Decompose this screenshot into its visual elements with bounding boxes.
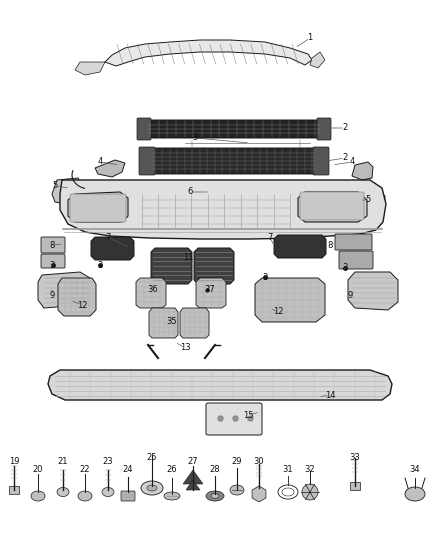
Ellipse shape bbox=[302, 484, 318, 500]
Text: 3: 3 bbox=[192, 133, 198, 142]
Text: 3: 3 bbox=[262, 272, 268, 281]
Polygon shape bbox=[255, 278, 325, 322]
Polygon shape bbox=[75, 62, 105, 75]
Text: 2: 2 bbox=[343, 124, 348, 133]
FancyBboxPatch shape bbox=[300, 192, 364, 220]
FancyBboxPatch shape bbox=[317, 118, 331, 140]
Text: 6: 6 bbox=[187, 188, 193, 197]
Text: 26: 26 bbox=[167, 465, 177, 474]
Text: 3: 3 bbox=[97, 261, 102, 270]
FancyBboxPatch shape bbox=[41, 254, 65, 268]
Polygon shape bbox=[91, 237, 134, 260]
Polygon shape bbox=[352, 162, 373, 180]
Text: 12: 12 bbox=[273, 308, 283, 317]
Polygon shape bbox=[60, 180, 386, 239]
Polygon shape bbox=[38, 272, 92, 308]
Text: 22: 22 bbox=[80, 465, 90, 474]
FancyBboxPatch shape bbox=[121, 491, 135, 501]
FancyBboxPatch shape bbox=[41, 237, 65, 253]
Ellipse shape bbox=[102, 488, 114, 497]
Polygon shape bbox=[144, 120, 325, 138]
Text: 21: 21 bbox=[58, 457, 68, 466]
Text: 23: 23 bbox=[102, 457, 113, 466]
Text: 15: 15 bbox=[243, 410, 253, 419]
Text: 31: 31 bbox=[283, 465, 293, 474]
Polygon shape bbox=[58, 278, 96, 316]
Text: 13: 13 bbox=[180, 343, 191, 352]
Polygon shape bbox=[183, 470, 203, 484]
Text: 8: 8 bbox=[49, 240, 55, 249]
Polygon shape bbox=[196, 278, 226, 308]
Text: 32: 32 bbox=[305, 465, 315, 474]
Polygon shape bbox=[348, 272, 398, 310]
Text: 28: 28 bbox=[210, 465, 220, 474]
Polygon shape bbox=[95, 160, 125, 177]
Polygon shape bbox=[148, 148, 320, 174]
Polygon shape bbox=[68, 192, 128, 222]
Ellipse shape bbox=[141, 481, 163, 495]
Text: 7: 7 bbox=[267, 232, 273, 241]
FancyBboxPatch shape bbox=[335, 234, 372, 250]
Text: 19: 19 bbox=[9, 457, 19, 466]
Text: 8: 8 bbox=[327, 240, 333, 249]
Polygon shape bbox=[356, 190, 385, 215]
Text: 3: 3 bbox=[343, 263, 348, 272]
Polygon shape bbox=[52, 178, 82, 205]
Text: 9: 9 bbox=[49, 290, 55, 300]
Text: 37: 37 bbox=[205, 286, 215, 295]
Text: 30: 30 bbox=[254, 457, 264, 466]
FancyBboxPatch shape bbox=[70, 194, 126, 222]
Ellipse shape bbox=[405, 487, 425, 501]
Polygon shape bbox=[310, 52, 325, 68]
Text: 34: 34 bbox=[410, 465, 420, 474]
FancyBboxPatch shape bbox=[339, 251, 373, 269]
Polygon shape bbox=[274, 235, 326, 258]
FancyBboxPatch shape bbox=[350, 482, 360, 490]
Polygon shape bbox=[298, 192, 367, 222]
Text: 11: 11 bbox=[183, 254, 193, 262]
Text: 27: 27 bbox=[188, 457, 198, 466]
FancyBboxPatch shape bbox=[9, 486, 19, 494]
Ellipse shape bbox=[57, 488, 69, 497]
Polygon shape bbox=[194, 248, 234, 284]
Text: 36: 36 bbox=[148, 286, 159, 295]
Polygon shape bbox=[149, 308, 178, 338]
Text: 5: 5 bbox=[53, 182, 58, 190]
Text: 4: 4 bbox=[350, 157, 355, 166]
Ellipse shape bbox=[206, 491, 224, 501]
Ellipse shape bbox=[147, 485, 157, 491]
Polygon shape bbox=[136, 278, 166, 308]
Text: 4: 4 bbox=[97, 157, 102, 166]
Polygon shape bbox=[186, 480, 200, 490]
Ellipse shape bbox=[164, 492, 180, 500]
Polygon shape bbox=[151, 248, 192, 284]
FancyBboxPatch shape bbox=[206, 403, 262, 435]
FancyBboxPatch shape bbox=[313, 147, 329, 175]
Text: 1: 1 bbox=[307, 34, 313, 43]
Text: 25: 25 bbox=[147, 454, 157, 463]
Text: 7: 7 bbox=[105, 232, 111, 241]
Text: 2: 2 bbox=[343, 154, 348, 163]
Text: 14: 14 bbox=[325, 391, 335, 400]
Polygon shape bbox=[105, 40, 312, 66]
Ellipse shape bbox=[78, 491, 92, 501]
Text: 20: 20 bbox=[33, 465, 43, 474]
Text: 5: 5 bbox=[365, 196, 371, 205]
Text: 35: 35 bbox=[167, 318, 177, 327]
Ellipse shape bbox=[211, 494, 219, 498]
Polygon shape bbox=[252, 486, 266, 502]
Text: 9: 9 bbox=[347, 290, 353, 300]
Text: 29: 29 bbox=[232, 457, 242, 466]
Text: 33: 33 bbox=[350, 454, 360, 463]
FancyBboxPatch shape bbox=[139, 147, 155, 175]
FancyBboxPatch shape bbox=[137, 118, 151, 140]
Polygon shape bbox=[48, 370, 392, 400]
Polygon shape bbox=[180, 308, 209, 338]
Ellipse shape bbox=[230, 485, 244, 495]
Text: 3: 3 bbox=[49, 261, 55, 270]
Text: 24: 24 bbox=[123, 465, 133, 474]
Text: 12: 12 bbox=[77, 301, 87, 310]
Ellipse shape bbox=[31, 491, 45, 501]
